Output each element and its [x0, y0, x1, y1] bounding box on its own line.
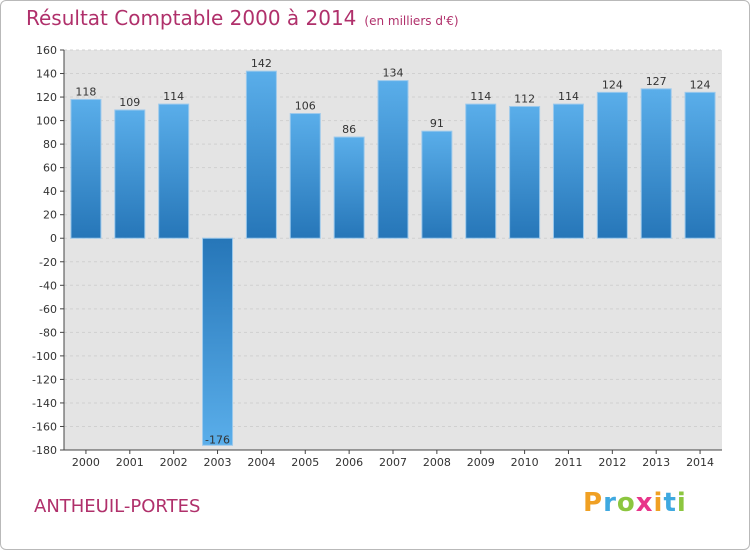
bar-2002 [158, 103, 190, 239]
bar-2012 [596, 91, 628, 239]
bar-2001 [114, 109, 146, 239]
bar-2000 [70, 98, 102, 239]
y-tick-label: -140 [32, 397, 57, 410]
x-tick-label: 2006 [335, 456, 363, 469]
bar-2004 [245, 70, 277, 239]
commune-name: ANTHEUIL-PORTES [34, 496, 201, 517]
data-label: 124 [690, 78, 711, 91]
bar-2007 [377, 80, 409, 239]
logo-letter: i [676, 488, 687, 518]
chart-subtitle: (en milliers d'€) [364, 14, 459, 28]
data-label: 106 [295, 100, 316, 113]
data-label: 114 [163, 90, 184, 103]
logo-letter: x [635, 488, 654, 518]
y-tick-label: -20 [39, 256, 57, 269]
y-tick-label: -40 [39, 279, 57, 292]
x-tick-label: 2000 [72, 456, 100, 469]
data-label: 134 [383, 67, 404, 80]
data-label: 109 [119, 96, 140, 109]
y-tick-label: 80 [43, 138, 57, 151]
x-tick-label: 2011 [554, 456, 582, 469]
data-label: 112 [514, 92, 535, 105]
x-tick-label: 2001 [116, 456, 144, 469]
data-label: 118 [75, 85, 96, 98]
data-label: 114 [470, 90, 491, 103]
x-tick-label: 2009 [467, 456, 495, 469]
x-tick-label: 2008 [423, 456, 451, 469]
x-tick-label: 2007 [379, 456, 407, 469]
y-tick-label: -160 [32, 420, 57, 433]
logo-letter: o [616, 488, 636, 518]
x-tick-label: 2014 [686, 456, 714, 469]
y-tick-label: 20 [43, 209, 57, 222]
y-tick-label: -180 [32, 444, 57, 457]
x-tick-label: 2010 [511, 456, 539, 469]
data-label: 127 [646, 75, 667, 88]
x-tick-label: 2004 [247, 456, 275, 469]
data-label: 86 [342, 123, 356, 136]
bar-2009 [465, 103, 497, 239]
y-tick-label: 100 [36, 115, 57, 128]
data-label: 91 [430, 117, 444, 130]
bar-2008 [421, 130, 453, 239]
x-tick-label: 2003 [204, 456, 232, 469]
bar-2006 [333, 136, 365, 239]
chart-title-text: Résultat Comptable 2000 à 2014 [26, 6, 357, 30]
bar-2010 [509, 105, 541, 239]
logo-letter: i [653, 488, 664, 518]
y-tick-label: 40 [43, 185, 57, 198]
y-tick-label: 60 [43, 162, 57, 175]
x-tick-label: 2013 [642, 456, 670, 469]
x-tick-label: 2012 [598, 456, 626, 469]
bar-2003 [202, 237, 234, 446]
chart-title: Résultat Comptable 2000 à 2014 (en millie… [26, 6, 459, 30]
y-tick-label: -80 [39, 326, 57, 339]
bar-2013 [640, 88, 672, 239]
y-tick-label: 140 [36, 68, 57, 81]
bar-2011 [552, 103, 584, 239]
y-tick-label: -100 [32, 350, 57, 363]
logo-letter: r [603, 488, 617, 518]
logo-letter: P [583, 488, 604, 518]
data-label: 124 [602, 78, 623, 91]
y-tick-label: -120 [32, 373, 57, 386]
data-label: 142 [251, 57, 272, 70]
y-tick-label: 0 [50, 232, 57, 245]
data-label: -176 [205, 433, 230, 446]
data-label: 114 [558, 90, 579, 103]
y-tick-label: -60 [39, 303, 57, 316]
bar-2005 [289, 113, 321, 239]
logo-letter: t [663, 488, 677, 518]
bar-2014 [684, 91, 716, 239]
x-tick-label: 2002 [160, 456, 188, 469]
y-tick-label: 160 [36, 44, 57, 57]
proxiti-logo[interactable]: Proxiti [583, 488, 687, 518]
x-tick-label: 2005 [291, 456, 319, 469]
y-tick-label: 120 [36, 91, 57, 104]
